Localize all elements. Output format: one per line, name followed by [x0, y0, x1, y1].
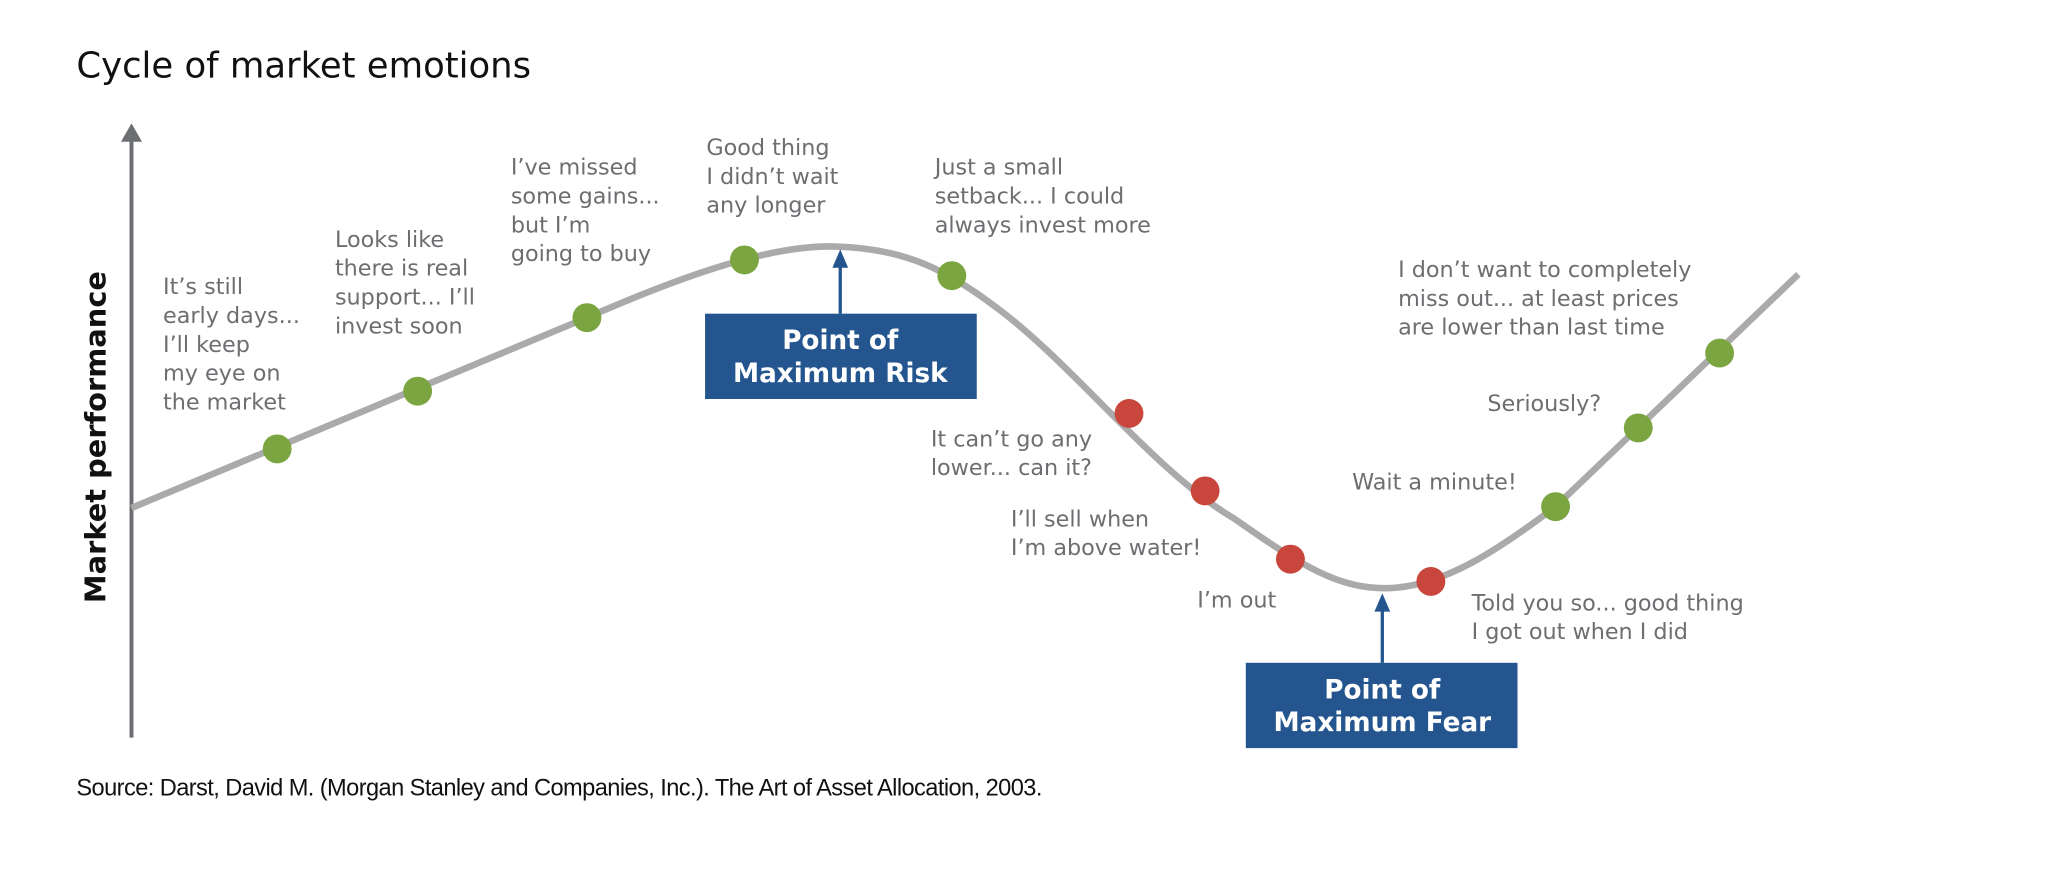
emotion-dot: [403, 376, 433, 406]
emotion-dot: [262, 434, 292, 464]
emotion-label: Looks like: [335, 227, 444, 253]
callout-label: Point of: [1324, 675, 1441, 705]
labels: It’s still early days... I’ll keep my eye o…: [163, 135, 1744, 738]
axis-label: Market performance: [78, 271, 112, 603]
emotion-label: I didn’t wait: [706, 164, 838, 190]
callout-label: Point of: [782, 326, 899, 356]
callout-box: [705, 313, 977, 399]
axis-arrow: [121, 123, 142, 142]
emotion-dot: [1541, 492, 1570, 522]
emotion-label: I’ll sell when: [1011, 506, 1149, 532]
arrow-head: [1374, 593, 1391, 612]
source: Source: Darst, David M. (Morgan Stanley …: [76, 775, 1042, 801]
emotion-label: are lower than last time: [1398, 315, 1665, 341]
emotion-label: I don’t want to completely: [1398, 257, 1691, 283]
emotion-label: the market: [163, 390, 286, 416]
emotion-label: I’m above water!: [1011, 535, 1201, 561]
callout-label: Maximum Risk: [733, 359, 948, 389]
emotion-dot: [572, 303, 602, 333]
emotion-label: I’ll keep: [163, 332, 250, 358]
emotion-label: I’m out: [1197, 588, 1276, 614]
emotion-label: miss out... at least prices: [1398, 286, 1679, 312]
emotion-label: Good thing: [706, 135, 829, 161]
emotion-label: any longer: [706, 193, 826, 219]
arrow-head: [832, 249, 849, 268]
emotion-label: my eye on: [163, 361, 281, 387]
emotion-dot: [1416, 567, 1446, 596]
emotion-dot: [937, 261, 967, 291]
emotion-label: I’ve missed: [511, 155, 638, 181]
emotion-label: some gains...: [511, 183, 660, 209]
emotion-label: Wait a minute!: [1352, 470, 1517, 496]
callout-label: Maximum Fear: [1273, 708, 1491, 738]
market-curve: [130, 243, 1801, 592]
emotion-label: invest soon: [335, 313, 463, 339]
callout-box: [1245, 662, 1518, 749]
emotion-label: going to buy: [511, 241, 651, 267]
emotion-label: Seriously?: [1487, 391, 1601, 417]
emotion-label: support... I’ll: [335, 285, 475, 311]
emotion-label: I got out when I did: [1472, 619, 1688, 645]
title: Cycle of market emotions: [76, 45, 531, 86]
emotion-dot: [1190, 476, 1220, 506]
dots: [262, 245, 1735, 596]
emotion-dot: [1623, 413, 1653, 443]
emotion-label: Told you so... good thing: [1471, 590, 1744, 616]
emotion-label: It can’t go any: [931, 426, 1092, 452]
emotion-dot: [1114, 399, 1144, 428]
emotion-label: there is real: [335, 256, 468, 282]
emotion-label: It’s still: [163, 274, 243, 300]
emotion-label: setback... I could: [935, 183, 1124, 209]
emotion-label: Just a small: [933, 155, 1063, 181]
emotion-label: always invest more: [935, 212, 1151, 238]
emotion-label: early days...: [163, 303, 300, 329]
emotion-dot: [1705, 338, 1735, 368]
emotion-label: lower... can it?: [931, 455, 1092, 481]
emotion-dot: [730, 245, 759, 275]
emotion-dot: [1276, 544, 1305, 574]
emotion-label: but I’m: [511, 212, 591, 238]
